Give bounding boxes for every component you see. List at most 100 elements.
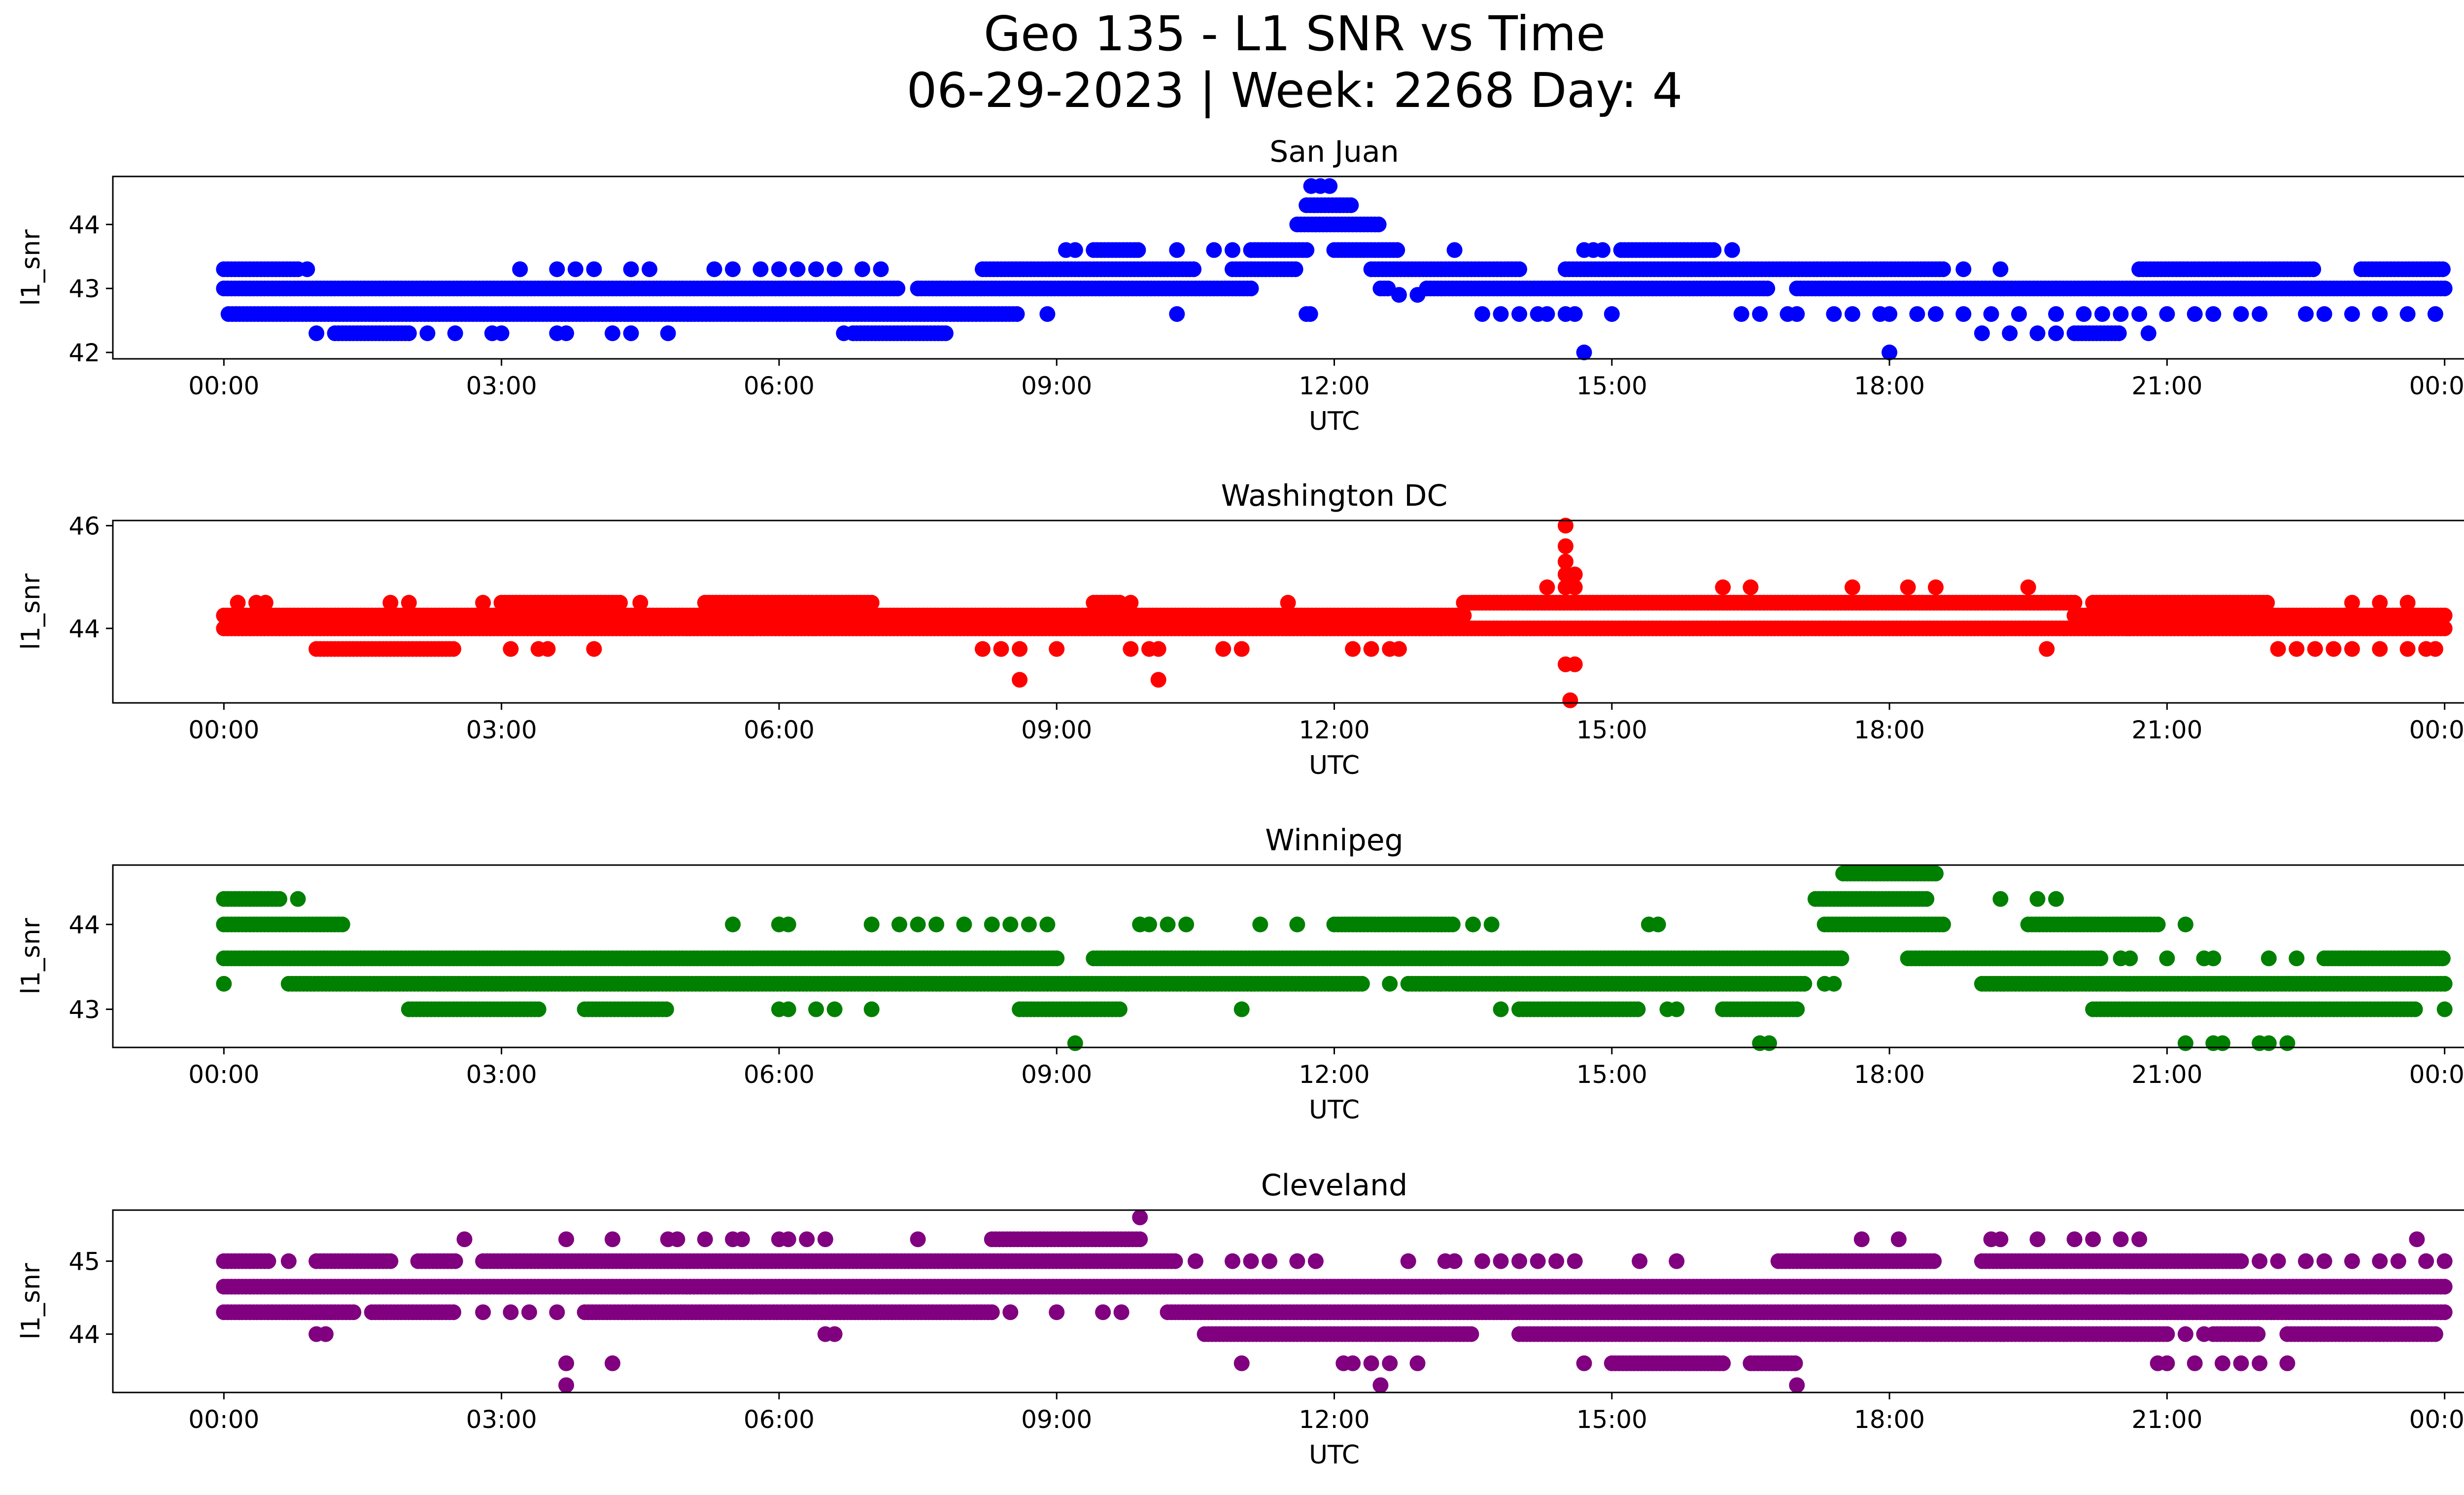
x-tick-label: 12:00 bbox=[1299, 372, 1369, 400]
data-point bbox=[890, 280, 906, 297]
data-point bbox=[1955, 261, 1972, 278]
y-tick-label: 42 bbox=[68, 339, 100, 367]
data-point bbox=[445, 641, 461, 657]
data-point bbox=[612, 594, 628, 611]
data-point bbox=[1511, 306, 1527, 322]
data-points bbox=[216, 518, 2453, 708]
data-point bbox=[1391, 287, 1407, 303]
data-point bbox=[2048, 306, 2064, 322]
data-point bbox=[1715, 579, 1731, 595]
data-point bbox=[586, 641, 602, 657]
data-point bbox=[2279, 1035, 2295, 1051]
data-point bbox=[660, 325, 676, 342]
x-tick-label: 03:00 bbox=[466, 1060, 537, 1089]
data-point bbox=[984, 916, 1000, 933]
data-point bbox=[1302, 306, 1318, 322]
data-point bbox=[1012, 672, 1028, 688]
data-point bbox=[1595, 242, 1610, 258]
data-point bbox=[1557, 554, 1574, 570]
data-point bbox=[632, 594, 649, 611]
data-point bbox=[2159, 950, 2175, 967]
x-axis-label: UTC bbox=[1309, 751, 1360, 780]
subplot-title: Winnipeg bbox=[1265, 823, 1403, 858]
data-point bbox=[780, 1001, 796, 1017]
x-tick-label: 06:00 bbox=[744, 1060, 815, 1089]
x-tick-label: 00:00 bbox=[188, 372, 259, 400]
data-point bbox=[2205, 950, 2222, 967]
data-point bbox=[1630, 1001, 1646, 1017]
x-tick-label: 15:00 bbox=[1576, 1060, 1647, 1089]
data-point bbox=[1067, 242, 1083, 258]
data-point bbox=[1761, 1035, 1777, 1051]
data-point bbox=[2316, 306, 2332, 322]
data-point bbox=[1928, 579, 1944, 595]
data-point bbox=[854, 261, 870, 278]
data-point bbox=[272, 891, 287, 907]
data-point bbox=[873, 261, 889, 278]
x-tick-label: 00:00 bbox=[2409, 1060, 2464, 1089]
data-point bbox=[956, 916, 972, 933]
data-point bbox=[1370, 216, 1387, 233]
x-tick-label: 03:00 bbox=[466, 372, 537, 400]
data-point bbox=[1992, 261, 2009, 278]
x-axis-label: UTC bbox=[1309, 1095, 1360, 1125]
data-point bbox=[2113, 306, 2129, 322]
data-point bbox=[1955, 306, 1972, 322]
data-point bbox=[1150, 641, 1166, 657]
x-tick-label: 18:00 bbox=[1854, 716, 1925, 744]
y-tick-label: 46 bbox=[68, 512, 100, 540]
data-point bbox=[290, 891, 306, 907]
data-point bbox=[1567, 656, 1583, 672]
data-point bbox=[1604, 306, 1620, 322]
data-point bbox=[475, 594, 491, 611]
data-point bbox=[2092, 950, 2109, 967]
data-point bbox=[2140, 325, 2156, 342]
data-point bbox=[1280, 594, 1296, 611]
data-point bbox=[2427, 641, 2443, 657]
x-tick-label: 00:00 bbox=[2409, 716, 2464, 744]
data-point bbox=[1345, 641, 1361, 657]
data-point bbox=[2344, 594, 2360, 611]
data-point bbox=[725, 261, 741, 278]
data-point bbox=[549, 261, 565, 278]
data-point bbox=[2048, 325, 2064, 342]
data-point bbox=[2177, 1035, 2193, 1051]
data-point bbox=[1845, 306, 1860, 322]
data-point bbox=[1789, 306, 1805, 322]
data-point bbox=[891, 916, 907, 933]
data-point bbox=[1409, 287, 1426, 303]
data-point bbox=[1382, 975, 1398, 992]
data-point bbox=[658, 1001, 674, 1017]
data-point bbox=[1833, 950, 1849, 967]
data-point bbox=[1289, 916, 1305, 933]
data-point bbox=[1039, 916, 1056, 933]
data-point bbox=[1567, 306, 1583, 322]
x-tick-label: 06:00 bbox=[744, 372, 815, 400]
data-point bbox=[1049, 641, 1065, 657]
data-point bbox=[1012, 641, 1028, 657]
data-points bbox=[216, 866, 2453, 1051]
data-point bbox=[1539, 579, 1555, 595]
x-tick-label: 09:00 bbox=[1021, 1060, 1092, 1089]
data-point bbox=[2436, 975, 2453, 992]
data-point bbox=[503, 641, 519, 657]
data-point bbox=[1882, 306, 1898, 322]
data-point bbox=[1796, 975, 1813, 992]
data-point bbox=[2252, 306, 2268, 322]
data-point bbox=[1363, 641, 1379, 657]
data-point bbox=[2326, 641, 2342, 657]
data-point bbox=[2215, 1035, 2230, 1051]
data-point bbox=[1287, 261, 1303, 278]
data-point bbox=[2260, 950, 2277, 967]
data-point bbox=[808, 1001, 824, 1017]
data-point bbox=[1743, 579, 1759, 595]
data-point bbox=[1009, 306, 1025, 322]
data-point bbox=[1002, 916, 1019, 933]
data-point bbox=[2372, 306, 2388, 322]
data-point bbox=[1493, 306, 1509, 322]
data-point bbox=[863, 594, 880, 611]
